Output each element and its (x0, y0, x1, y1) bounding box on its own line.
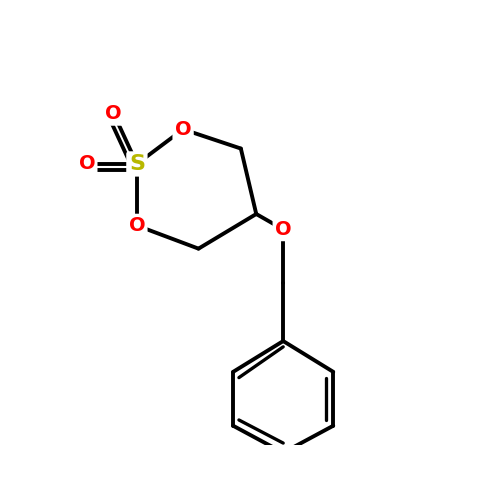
Text: O: O (128, 216, 145, 235)
Text: O: O (175, 120, 192, 139)
Text: O: O (106, 104, 122, 124)
Text: O: O (78, 154, 95, 174)
Text: S: S (129, 154, 145, 174)
Text: O: O (275, 220, 291, 239)
